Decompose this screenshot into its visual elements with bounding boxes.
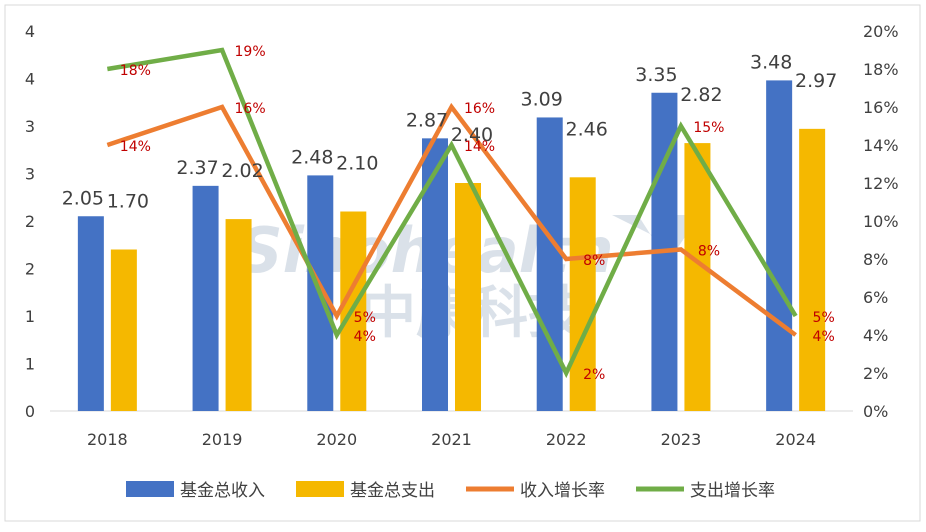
y-left-tick-label: 3 (25, 117, 35, 136)
y-right-tick-label: 8% (863, 250, 888, 269)
bar-expense (684, 143, 710, 411)
line-value-label: 18% (120, 63, 151, 79)
y-left-tick-label: 1 (25, 307, 35, 326)
y-right-tick-label: 4% (863, 326, 888, 345)
bar-value-label: 3.35 (635, 64, 677, 86)
legend-expense-swatch (296, 481, 344, 497)
bar-value-label: 2.46 (566, 118, 608, 140)
line-value-label: 5% (813, 310, 835, 326)
y-right-tick-label: 2% (863, 364, 888, 383)
bar-value-label: 2.05 (62, 187, 104, 209)
legend-income-label: 基金总收入 (180, 481, 265, 501)
y-right-tick-label: 10% (863, 212, 899, 231)
x-tick-label: 2023 (661, 430, 702, 449)
bar-expense (455, 183, 481, 411)
x-tick-label: 2018 (87, 430, 128, 449)
bar-value-label: 3.48 (750, 51, 792, 73)
legend-expense-label: 基金总支出 (350, 481, 435, 501)
bar-value-label: 2.10 (336, 153, 378, 175)
bar-expense (226, 219, 252, 411)
bar-value-label: 2.02 (221, 160, 263, 182)
x-tick-label: 2019 (202, 430, 243, 449)
bar-value-label: 3.09 (521, 88, 563, 110)
line-value-label: 4% (354, 329, 376, 345)
line-value-label: 16% (235, 101, 266, 117)
y-left-tick-label: 2 (25, 260, 35, 279)
y-left-tick-label: 2 (25, 212, 35, 231)
bar-value-label: 2.97 (795, 70, 837, 92)
bar-value-label: 2.82 (680, 84, 722, 106)
y-left-tick-label: 1 (25, 355, 35, 374)
y-left-tick-label: 0 (25, 402, 35, 421)
bar-income (537, 117, 563, 411)
line-value-label: 15% (693, 120, 724, 136)
bar-value-label: 1.70 (107, 191, 149, 213)
y-left-tick-label: 4 (25, 70, 35, 89)
bar-value-label: 2.48 (291, 146, 333, 168)
line-value-label: 14% (120, 139, 151, 155)
bar-income (78, 216, 104, 411)
x-tick-label: 2024 (775, 430, 816, 449)
bar-value-label: 2.87 (406, 109, 448, 131)
line-value-label: 16% (464, 101, 495, 117)
x-tick-label: 2020 (316, 430, 357, 449)
bar-value-label: 2.37 (176, 157, 218, 179)
x-tick-label: 2022 (546, 430, 587, 449)
legend-income-swatch (126, 481, 174, 497)
legend-expense-growth-label: 支出增长率 (690, 481, 775, 501)
line-value-label: 14% (464, 139, 495, 155)
line-value-label: 2% (583, 367, 605, 383)
line-value-label: 4% (813, 329, 835, 345)
y-right-tick-label: 18% (863, 60, 899, 79)
bar-expense (799, 129, 825, 411)
y-right-tick-label: 12% (863, 174, 899, 193)
bar-income (193, 186, 219, 411)
line-value-label: 8% (583, 253, 605, 269)
bar-income (766, 80, 792, 411)
x-tick-label: 2021 (431, 430, 472, 449)
y-left-tick-label: 3 (25, 165, 35, 184)
y-right-tick-label: 20% (863, 22, 899, 41)
bar-income (422, 138, 448, 411)
y-right-tick-label: 6% (863, 288, 888, 307)
y-right-tick-label: 16% (863, 98, 899, 117)
line-value-label: 5% (354, 310, 376, 326)
bar-expense (111, 250, 137, 412)
line-value-label: 19% (235, 44, 266, 60)
y-right-tick-label: 0% (863, 402, 888, 421)
line-value-label: 8% (698, 244, 720, 260)
y-left-tick-label: 4 (25, 22, 35, 41)
y-right-tick-label: 14% (863, 136, 899, 155)
legend-income-growth-label: 收入增长率 (520, 481, 605, 501)
